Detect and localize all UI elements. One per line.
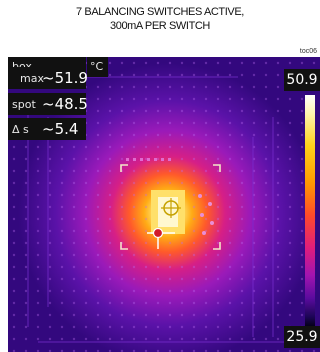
chart-title-line-2: 300mA PER SWITCH <box>110 20 210 32</box>
max-crosshair <box>161 198 181 218</box>
delta-readout: Δ s ~5.4 <box>8 118 86 140</box>
scale-max-label: 50.9 <box>284 69 320 91</box>
component-dots <box>198 194 214 235</box>
max-readout: max ~51.9 <box>8 67 88 89</box>
figure-tag: toc06 <box>299 48 317 55</box>
spot-value: ~48.5 <box>42 95 88 113</box>
spot-crosshair-icon[interactable] <box>147 227 175 250</box>
max-value: ~51.9 <box>42 69 88 87</box>
delta-value: ~5.4 <box>42 120 79 138</box>
pin-row <box>126 158 171 161</box>
spot-label: spot <box>12 98 36 111</box>
unit-label: °C <box>90 60 104 73</box>
max-label: max <box>20 72 44 85</box>
unit-readout: °C <box>87 57 108 77</box>
roi-corners <box>120 164 221 250</box>
scale-min-label: 25.9 <box>284 326 320 348</box>
chart-title-line-1: 7 BALANCING SWITCHES ACTIVE, <box>76 6 244 18</box>
thermal-image: box °C max ~51.9 spot ~48.5 Δ s ~5.4 50.… <box>8 57 320 352</box>
color-scale-bar <box>305 95 315 326</box>
delta-label: Δ s <box>12 123 29 136</box>
spot-readout: spot ~48.5 <box>8 93 88 115</box>
